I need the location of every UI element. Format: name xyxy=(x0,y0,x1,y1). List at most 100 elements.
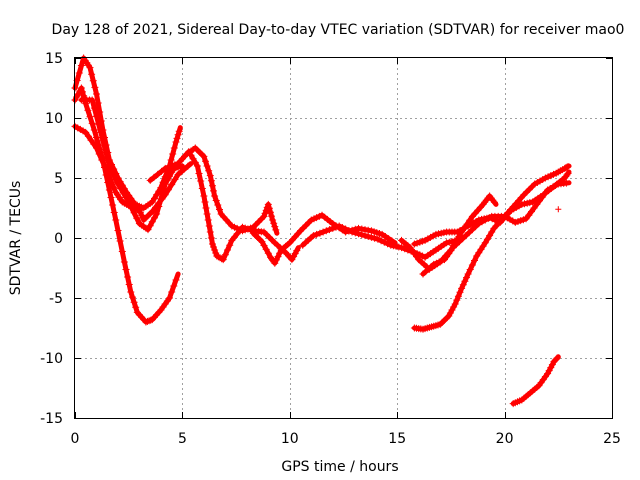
data-point xyxy=(95,120,103,128)
data-point xyxy=(210,243,217,251)
data-point xyxy=(166,172,173,180)
data-point xyxy=(216,206,223,213)
data-point xyxy=(168,181,176,189)
data-point xyxy=(361,232,369,240)
data-point xyxy=(371,234,379,242)
data-point xyxy=(154,170,162,178)
y-tick-label: -10 xyxy=(40,351,63,367)
x-tick-label: 0 xyxy=(71,431,80,447)
series-arc-4 xyxy=(77,96,185,234)
data-point xyxy=(207,234,215,242)
data-point xyxy=(122,266,130,273)
data-point xyxy=(158,167,165,175)
data-point xyxy=(288,256,296,264)
data-point xyxy=(151,194,158,202)
x-tick-label: 10 xyxy=(281,431,299,447)
data-point xyxy=(212,197,220,204)
data-point xyxy=(93,144,100,152)
data-point xyxy=(103,154,111,162)
data-point xyxy=(184,162,192,170)
data-point xyxy=(202,204,210,212)
data-point xyxy=(322,227,330,235)
data-point xyxy=(458,284,466,292)
data-point xyxy=(88,119,96,127)
data-point xyxy=(563,171,571,179)
data-point xyxy=(144,226,152,234)
data-point xyxy=(108,178,115,186)
data-point xyxy=(260,212,268,220)
data-point xyxy=(274,253,282,261)
data-point xyxy=(316,229,324,237)
data-point xyxy=(216,254,224,262)
data-point xyxy=(203,162,211,170)
data-point xyxy=(358,231,366,239)
data-point xyxy=(450,303,458,311)
data-point xyxy=(448,306,456,314)
data-point xyxy=(269,216,277,224)
data-point xyxy=(167,156,175,164)
data-point xyxy=(84,132,92,140)
data-point xyxy=(129,293,136,301)
data-point xyxy=(130,298,138,306)
data-point xyxy=(110,209,118,216)
data-point xyxy=(175,127,183,135)
series-line xyxy=(510,354,561,407)
data-point xyxy=(384,240,391,248)
data-point xyxy=(174,131,182,139)
data-point xyxy=(107,194,115,201)
data-point xyxy=(99,137,107,145)
data-point xyxy=(90,126,98,134)
data-point xyxy=(364,226,372,234)
data-point xyxy=(206,228,214,236)
data-point xyxy=(290,253,298,261)
data-point xyxy=(445,312,453,320)
data-point xyxy=(553,354,561,362)
data-point xyxy=(97,128,105,136)
data-point xyxy=(146,176,154,184)
data-point xyxy=(478,218,486,226)
data-point xyxy=(93,90,100,98)
data-point xyxy=(88,96,96,104)
data-point xyxy=(226,241,234,249)
data-point xyxy=(79,88,86,96)
data-point xyxy=(264,249,272,257)
data-point xyxy=(74,90,82,98)
data-point xyxy=(548,361,556,369)
data-point xyxy=(197,177,205,185)
data-point xyxy=(117,185,125,192)
data-point xyxy=(164,163,172,171)
data-point xyxy=(270,219,278,227)
data-point xyxy=(108,167,115,174)
data-point xyxy=(101,145,109,153)
data-point xyxy=(209,182,216,190)
data-point xyxy=(261,209,269,217)
data-point xyxy=(374,235,382,243)
x-tick-label: 20 xyxy=(496,431,514,447)
data-point xyxy=(109,201,117,209)
data-point xyxy=(86,113,94,121)
data-point xyxy=(462,232,470,240)
data-point xyxy=(380,238,388,246)
data-point xyxy=(132,303,140,311)
data-point xyxy=(276,249,284,257)
data-point xyxy=(168,162,176,170)
y-axis-label: SDTVAR / TECUs xyxy=(8,181,24,296)
data-point xyxy=(163,176,171,184)
data-point xyxy=(124,273,132,281)
data-point xyxy=(168,168,176,176)
data-point xyxy=(545,367,553,375)
data-point xyxy=(204,216,212,224)
data-point xyxy=(105,162,113,170)
data-point xyxy=(490,198,498,206)
data-point xyxy=(166,294,173,302)
data-point xyxy=(153,191,161,199)
data-point xyxy=(185,148,193,156)
data-point xyxy=(212,249,220,257)
data-point xyxy=(464,270,472,278)
data-point xyxy=(145,317,153,325)
data-point xyxy=(86,64,94,72)
data-point xyxy=(268,212,275,220)
data-point xyxy=(367,233,375,241)
data-point xyxy=(319,228,327,236)
x-tick-label: 15 xyxy=(388,431,406,447)
